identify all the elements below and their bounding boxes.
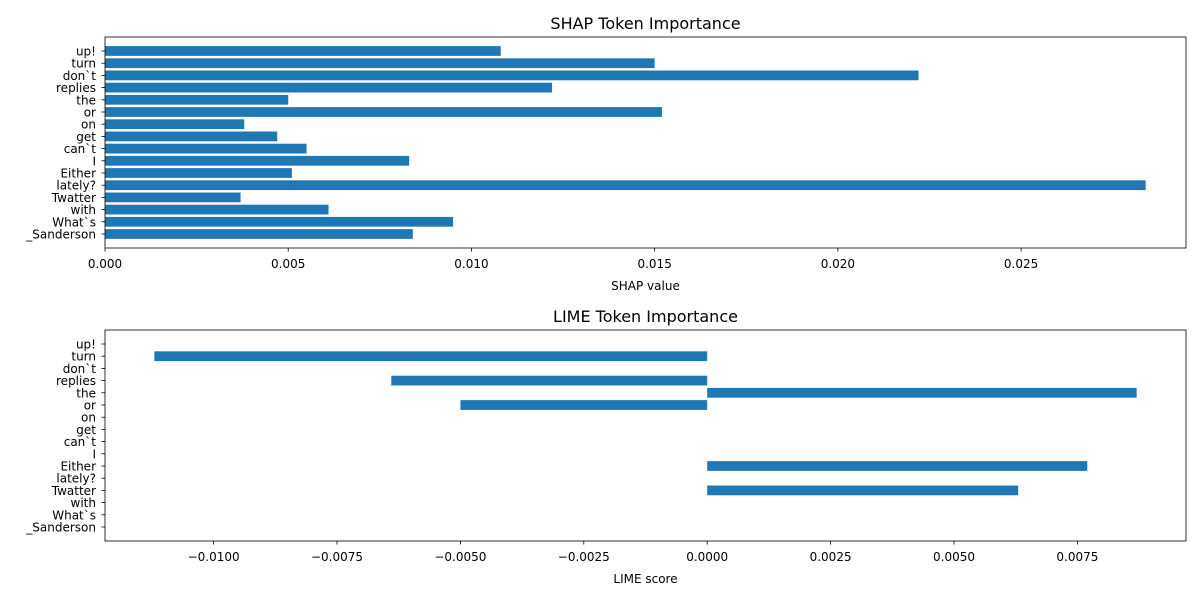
y-tick-label: lately? [56, 472, 96, 486]
bar-0-11 [105, 180, 1146, 191]
y-tick-label: lately? [56, 179, 96, 193]
bar-0-14 [105, 216, 454, 227]
x-tick-label: 0.0000 [686, 550, 728, 564]
bar-1-10 [707, 461, 1088, 471]
y-tick-label: can`t [64, 142, 97, 156]
bar-0-9 [105, 155, 410, 166]
x-tick-label: 0.0050 [933, 550, 975, 564]
x-tick-label: −0.0025 [558, 550, 610, 564]
y-tick-label: get [76, 130, 96, 144]
x-tick-label: 0.0075 [1056, 550, 1098, 564]
y-tick-label: replies [56, 374, 96, 388]
x-tick-label: 0.020 [821, 257, 855, 271]
bar-1-5 [460, 400, 708, 410]
bar-0-10 [105, 168, 292, 178]
bar-1-4 [707, 387, 1137, 398]
x-tick-label: −0.0050 [434, 550, 486, 564]
bar-0-8 [105, 143, 307, 154]
bar-0-12 [105, 192, 241, 203]
y-tick-label: Either [60, 460, 96, 474]
y-tick-label: don`t [63, 362, 97, 376]
y-tick-label: on [81, 411, 96, 425]
y-tick-label: Either [60, 167, 96, 181]
x-tick-label: 0.025 [1004, 257, 1038, 271]
y-tick-label: on [81, 118, 96, 132]
x-tick-label: 0.015 [637, 257, 671, 271]
y-tick-label: don`t [63, 69, 97, 83]
chart-panel-1: up!turndon`trepliestheorongetcan`tIEithe… [25, 307, 1187, 586]
axes-frame [104, 36, 1187, 249]
y-tick-label: can`t [64, 435, 97, 449]
y-tick-label: replies [56, 81, 96, 95]
y-tick-label: turn [71, 57, 96, 71]
y-tick-label: I [92, 154, 96, 168]
chart-panel-0: up!turndon`trepliestheorongetcan`tIEithe… [25, 14, 1187, 293]
bar-1-3 [391, 375, 708, 386]
x-axis-label: SHAP value [611, 279, 680, 293]
y-tick-label: _Sanderson [25, 521, 96, 535]
chart-title: SHAP Token Importance [550, 14, 740, 33]
y-tick-label: get [76, 423, 96, 437]
chart-title: LIME Token Importance [553, 307, 738, 326]
y-tick-label: I [92, 447, 96, 461]
bar-0-0 [105, 46, 501, 56]
bar-0-15 [105, 229, 413, 239]
y-tick-label: Twatter [51, 191, 96, 205]
bar-1-12 [707, 485, 1019, 496]
x-tick-label: 0.000 [88, 257, 122, 271]
bar-0-3 [105, 82, 553, 93]
bar-0-13 [105, 204, 329, 215]
y-tick-label: the [76, 386, 96, 400]
x-tick-label: −0.0075 [311, 550, 363, 564]
y-tick-label: or [84, 106, 96, 120]
bar-0-6 [105, 119, 245, 130]
bar-0-4 [105, 94, 289, 105]
axes-frame [104, 329, 1187, 542]
bar-0-7 [105, 131, 278, 142]
x-axis-label: LIME score [613, 572, 677, 586]
y-tick-label: Twatter [51, 484, 96, 498]
y-tick-label: up! [76, 338, 96, 352]
y-tick-label: What`s [52, 508, 96, 522]
x-tick-label: 0.010 [454, 257, 488, 271]
y-tick-label: What`s [52, 215, 96, 229]
bar-0-1 [105, 58, 655, 69]
y-tick-label: with [71, 496, 96, 510]
bar-1-1 [154, 351, 708, 362]
y-tick-label: turn [71, 350, 96, 364]
x-tick-label: 0.005 [271, 257, 305, 271]
bar-0-2 [105, 70, 919, 81]
y-tick-label: with [71, 203, 96, 217]
y-tick-label: up! [76, 45, 96, 59]
y-tick-label: or [84, 399, 96, 413]
bar-0-5 [105, 107, 662, 117]
y-tick-label: _Sanderson [25, 228, 96, 242]
x-tick-label: −0.0100 [188, 550, 240, 564]
x-tick-label: 0.0025 [810, 550, 852, 564]
y-tick-label: the [76, 93, 96, 107]
